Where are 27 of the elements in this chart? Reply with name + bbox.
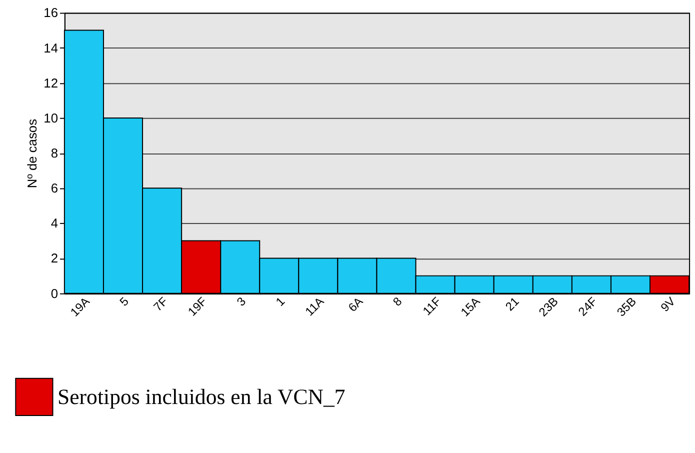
x-tick-label: 1 <box>273 294 288 309</box>
x-tick-label: 3 <box>234 294 249 309</box>
y-tick-label: 4 <box>50 216 58 231</box>
x-tick-label: 9V <box>658 294 678 315</box>
y-tick-label: 16 <box>44 5 58 20</box>
x-tick-label: 11A <box>302 294 327 319</box>
x-tick-label: 11F <box>420 294 444 318</box>
y-tick-label: 0 <box>50 286 58 301</box>
y-tick-label: 10 <box>44 110 58 126</box>
x-tick-label: 8 <box>390 294 405 309</box>
x-tick-label: 19A <box>68 294 92 320</box>
x-tick-label: 7F <box>150 294 170 314</box>
y-tick-label: 14 <box>44 40 58 56</box>
y-tick-label: 8 <box>50 146 58 161</box>
x-tick-label: 24F <box>576 294 600 319</box>
x-tick-label: 21 <box>502 294 522 314</box>
x-tick-label: 19F <box>185 294 210 319</box>
x-tick-label: 23B <box>536 294 561 320</box>
y-axis-title: Nº de casos <box>24 118 40 188</box>
y-tick-label: 6 <box>50 180 58 196</box>
x-tick-label: 35B <box>614 294 639 320</box>
x-tick-label: 6A <box>345 294 366 315</box>
x-tick-label: 15A <box>458 294 483 320</box>
legend-label: Serotipos incluidos en la VCN_7 <box>58 384 346 409</box>
x-tick-label: 5 <box>116 294 132 309</box>
y-tick-label: 2 <box>50 250 58 266</box>
y-tick-label: 12 <box>44 75 58 90</box>
